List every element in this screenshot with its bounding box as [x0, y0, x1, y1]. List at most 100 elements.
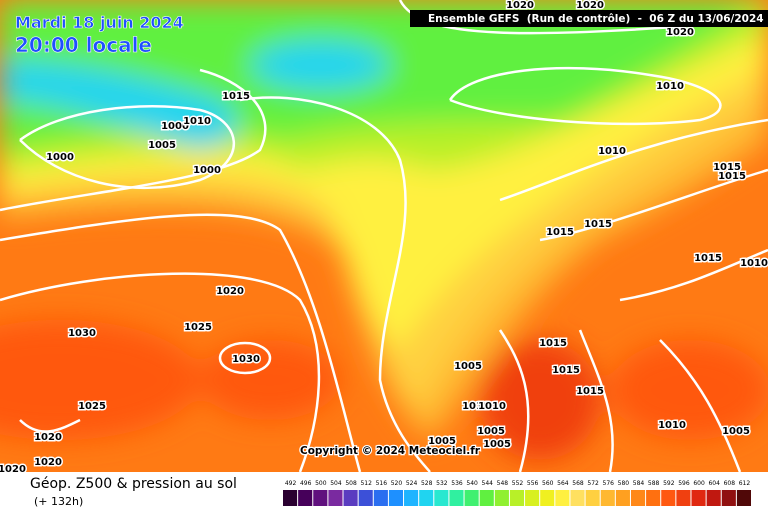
- isobar-label: 1015: [539, 338, 567, 349]
- isobar-label: 1020: [576, 0, 604, 11]
- isobar-label: 1020: [216, 286, 244, 297]
- isobar-label: 1015: [222, 91, 250, 102]
- isobar-label: 1015: [718, 171, 746, 182]
- isobar-label: 1010: [740, 258, 768, 269]
- scale-label: 600: [693, 480, 705, 487]
- isobar-label: 1010: [462, 401, 490, 412]
- isobar-label: 1010: [598, 146, 626, 157]
- color-swatch: [630, 490, 646, 506]
- scale-label: 492: [285, 480, 297, 487]
- isobar-label: 1030: [232, 354, 260, 365]
- scale-label: 536: [451, 480, 463, 487]
- isobar-label: 1015: [576, 386, 604, 397]
- scale-label: 572: [587, 480, 599, 487]
- color-swatch: [661, 490, 676, 506]
- isobar-label: 1020: [506, 0, 534, 11]
- scale-label: 496: [300, 480, 312, 487]
- isobar-label: 1020: [666, 27, 694, 38]
- scale-label: 516: [376, 480, 388, 487]
- color-swatch: [388, 490, 404, 506]
- color-swatch: [525, 490, 540, 506]
- color-swatch: [313, 490, 328, 506]
- isobar-label: 1010: [478, 401, 506, 412]
- color-swatch: [509, 490, 525, 506]
- footer-lead: (+ 132h): [34, 495, 83, 508]
- color-swatch: [449, 490, 464, 506]
- scale-label: 588: [648, 480, 660, 487]
- isobar-label: 1005: [454, 361, 482, 372]
- color-scale: 492 496 500 504 508 512 516 520 524 528 532 536 540 5…: [283, 480, 751, 506]
- isobar-label: 1010: [183, 116, 211, 127]
- isobar-label: 1030: [68, 328, 96, 339]
- run-info: Ensemble GEFS (Run de contrôle) - 06 Z d…: [428, 13, 764, 25]
- color-swatch: [373, 490, 388, 506]
- color-swatch: [419, 490, 434, 506]
- isobar-label: 1005: [722, 426, 750, 437]
- isobar-label: 1015: [694, 253, 722, 264]
- isobar-label: 1000: [161, 121, 189, 132]
- color-swatch: [555, 490, 570, 506]
- scale-label: 552: [512, 480, 524, 487]
- isobar-label: 1025: [78, 401, 106, 412]
- isobar-label: 1005: [428, 436, 456, 447]
- isobar-label: 1015: [584, 219, 612, 230]
- color-swatch: [540, 490, 555, 506]
- isobar-label: 1020: [34, 457, 62, 468]
- scale-label: 500: [315, 480, 327, 487]
- color-swatch: [283, 490, 298, 506]
- scale-label: 556: [527, 480, 539, 487]
- color-swatch: [676, 490, 691, 506]
- isobar-label: 1020: [34, 432, 62, 443]
- scale-label: 524: [406, 480, 418, 487]
- isobar-label: 1005: [477, 426, 505, 437]
- color-swatch: [721, 490, 736, 506]
- scale-label: 564: [557, 480, 569, 487]
- scale-label: 576: [603, 480, 615, 487]
- color-swatch: [494, 490, 509, 506]
- color-swatch: [691, 490, 706, 506]
- color-swatch: [343, 490, 358, 506]
- color-swatch: [570, 490, 585, 506]
- color-swatch: [328, 490, 343, 506]
- color-swatch: [585, 490, 600, 506]
- run-box: [410, 10, 768, 27]
- scale-label: 612: [739, 480, 751, 487]
- scale-label: 596: [678, 480, 690, 487]
- scale-label: 504: [330, 480, 342, 487]
- color-swatch: [646, 490, 661, 506]
- scale-label: 604: [708, 480, 720, 487]
- scale-label: 560: [542, 480, 554, 487]
- isobar-label: 1015: [552, 365, 580, 376]
- isobar-label: 1010: [658, 420, 686, 431]
- color-swatch: [736, 490, 751, 506]
- scale-label: 540: [466, 480, 478, 487]
- scale-label: 528: [421, 480, 433, 487]
- scale-label: 580: [618, 480, 630, 487]
- color-swatch: [615, 490, 630, 506]
- copyright: Copyright © 2024 Meteociel.fr: [300, 445, 481, 457]
- isobar-label: 1010: [656, 81, 684, 92]
- scale-label: 544: [482, 480, 494, 487]
- color-swatch: [404, 490, 419, 506]
- scale-label: 532: [436, 480, 448, 487]
- isobar-label: 1000: [46, 152, 74, 163]
- color-swatch: [464, 490, 479, 506]
- scale-label: 520: [391, 480, 403, 487]
- scale-label: 568: [572, 480, 584, 487]
- color-swatch: [358, 490, 373, 506]
- scale-label: 608: [724, 480, 736, 487]
- scale-label: 508: [345, 480, 357, 487]
- isobar-label: 1005: [483, 439, 511, 450]
- color-swatch: [706, 490, 721, 506]
- scale-label: 584: [633, 480, 645, 487]
- color-swatch: [600, 490, 615, 506]
- color-swatch: [434, 490, 449, 506]
- date: Mardi 18 juin 2024: [15, 13, 184, 32]
- color-swatch: [298, 490, 313, 506]
- isobar-lines: [0, 0, 768, 473]
- scale-label: 512: [360, 480, 372, 487]
- isobar-labels: 1020 102010201015100010101005100010001010…: [0, 0, 768, 477]
- isobar-label: 1015: [713, 162, 741, 173]
